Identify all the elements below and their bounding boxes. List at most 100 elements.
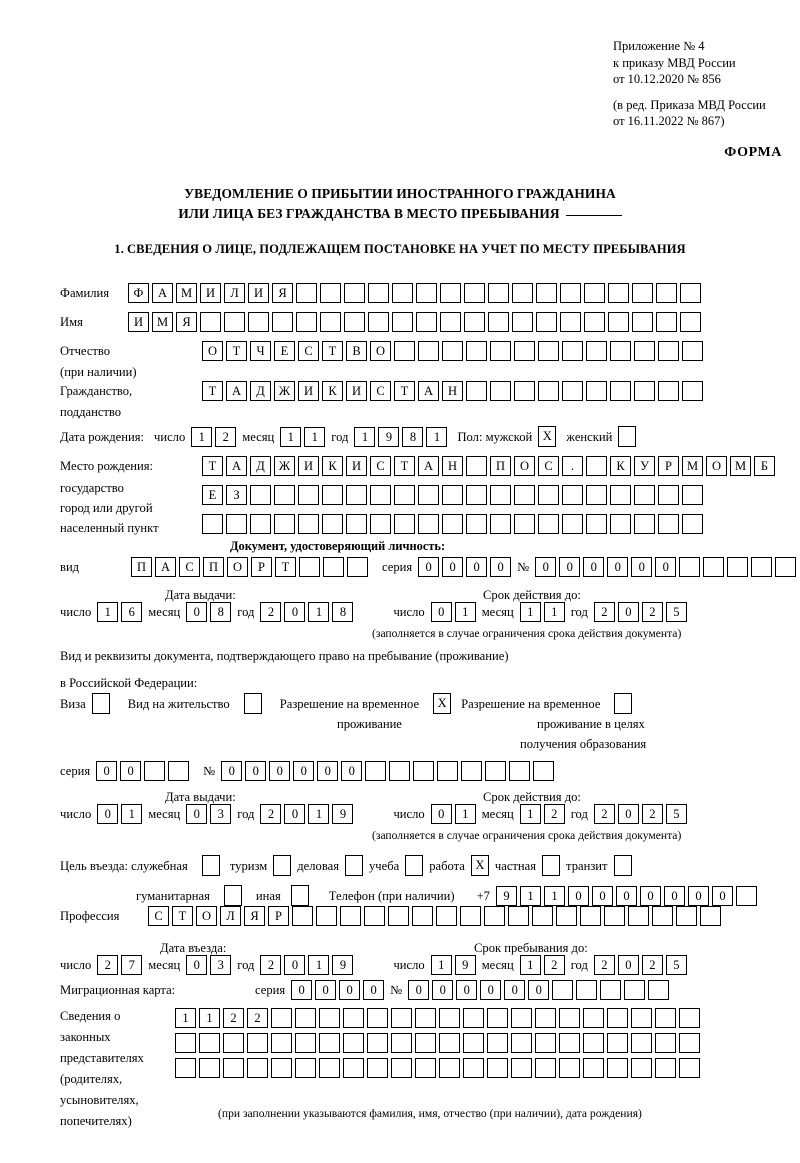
- char-cell[interactable]: Д: [250, 381, 271, 401]
- char-cell[interactable]: [700, 906, 721, 926]
- char-cell[interactable]: [658, 514, 679, 534]
- char-cell[interactable]: [440, 283, 461, 303]
- char-cell[interactable]: 1: [121, 804, 143, 824]
- char-cell[interactable]: 0: [687, 885, 709, 906]
- char-cell[interactable]: [144, 761, 166, 781]
- char-cell[interactable]: [415, 1058, 436, 1078]
- char-cell[interactable]: 0: [430, 804, 452, 824]
- char-cell[interactable]: [624, 980, 646, 1000]
- char-cell[interactable]: 6: [121, 602, 143, 622]
- char-cell[interactable]: [535, 1058, 556, 1078]
- char-cell[interactable]: 2: [593, 804, 615, 824]
- char-cell[interactable]: 9: [454, 955, 476, 975]
- char-cell[interactable]: [682, 485, 703, 505]
- char-cell[interactable]: [175, 1058, 196, 1078]
- char-cell[interactable]: [538, 485, 559, 505]
- char-cell[interactable]: [559, 1008, 580, 1028]
- char-cell[interactable]: [583, 1033, 604, 1053]
- char-cell[interactable]: С: [148, 906, 169, 926]
- char-cell[interactable]: 7: [121, 955, 143, 975]
- char-cell[interactable]: [682, 341, 703, 361]
- char-cell[interactable]: [168, 761, 190, 781]
- char-cell[interactable]: [485, 761, 507, 781]
- char-cell[interactable]: 1: [543, 602, 565, 622]
- char-cell[interactable]: [680, 283, 701, 303]
- char-cell[interactable]: П: [131, 557, 152, 577]
- char-cell[interactable]: [416, 312, 437, 332]
- char-cell[interactable]: 2: [260, 804, 282, 824]
- temp-edu-checkbox[interactable]: [614, 693, 633, 714]
- char-cell[interactable]: [488, 283, 509, 303]
- char-cell[interactable]: [418, 341, 439, 361]
- char-cell[interactable]: [466, 485, 487, 505]
- char-cell[interactable]: [295, 1033, 316, 1053]
- char-cell[interactable]: [323, 557, 344, 577]
- char-cell[interactable]: [391, 1058, 412, 1078]
- char-cell[interactable]: [394, 341, 415, 361]
- char-cell[interactable]: [367, 1033, 388, 1053]
- char-cell[interactable]: Н: [442, 381, 463, 401]
- char-cell[interactable]: 0: [617, 955, 639, 975]
- char-cell[interactable]: [610, 381, 631, 401]
- char-cell[interactable]: [775, 557, 797, 577]
- char-cell[interactable]: С: [179, 557, 200, 577]
- char-cell[interactable]: .: [562, 456, 583, 476]
- char-cell[interactable]: 2: [260, 602, 282, 622]
- char-cell[interactable]: [607, 1008, 628, 1028]
- char-cell[interactable]: 5: [665, 804, 687, 824]
- char-cell[interactable]: [610, 341, 631, 361]
- char-cell[interactable]: [607, 1033, 628, 1053]
- char-cell[interactable]: [413, 761, 435, 781]
- char-cell[interactable]: 1: [308, 804, 330, 824]
- char-cell[interactable]: [343, 1033, 364, 1053]
- char-cell[interactable]: Л: [220, 906, 241, 926]
- char-cell[interactable]: 2: [543, 804, 565, 824]
- char-cell[interactable]: [679, 1058, 700, 1078]
- char-cell[interactable]: [490, 341, 511, 361]
- char-cell[interactable]: 0: [408, 980, 430, 1000]
- char-cell[interactable]: [631, 1008, 652, 1028]
- char-cell[interactable]: [556, 906, 577, 926]
- char-cell[interactable]: [344, 283, 365, 303]
- char-cell[interactable]: 1: [519, 804, 541, 824]
- char-cell[interactable]: [296, 283, 317, 303]
- char-cell[interactable]: [344, 312, 365, 332]
- char-cell[interactable]: И: [248, 283, 269, 303]
- char-cell[interactable]: Я: [244, 906, 265, 926]
- char-cell[interactable]: 0: [591, 885, 613, 906]
- char-cell[interactable]: А: [226, 456, 247, 476]
- char-cell[interactable]: 2: [247, 1008, 268, 1028]
- char-cell[interactable]: [466, 514, 487, 534]
- char-cell[interactable]: [463, 1033, 484, 1053]
- char-cell[interactable]: [412, 906, 433, 926]
- char-cell[interactable]: 0: [245, 761, 267, 781]
- char-cell[interactable]: [552, 980, 574, 1000]
- char-cell[interactable]: [388, 906, 409, 926]
- char-cell[interactable]: [271, 1033, 292, 1053]
- char-cell[interactable]: М: [152, 312, 173, 332]
- char-cell[interactable]: [634, 341, 655, 361]
- char-cell[interactable]: [437, 761, 459, 781]
- purpose-tourism-checkbox[interactable]: [273, 855, 292, 876]
- char-cell[interactable]: 0: [291, 980, 313, 1000]
- char-cell[interactable]: [299, 557, 320, 577]
- char-cell[interactable]: Б: [754, 456, 775, 476]
- char-cell[interactable]: [247, 1033, 268, 1053]
- char-cell[interactable]: [490, 381, 511, 401]
- char-cell[interactable]: 0: [583, 557, 605, 577]
- char-cell[interactable]: [391, 1033, 412, 1053]
- char-cell[interactable]: Т: [202, 381, 223, 401]
- char-cell[interactable]: О: [514, 456, 535, 476]
- char-cell[interactable]: [368, 283, 389, 303]
- char-cell[interactable]: [511, 1008, 532, 1028]
- char-cell[interactable]: [610, 514, 631, 534]
